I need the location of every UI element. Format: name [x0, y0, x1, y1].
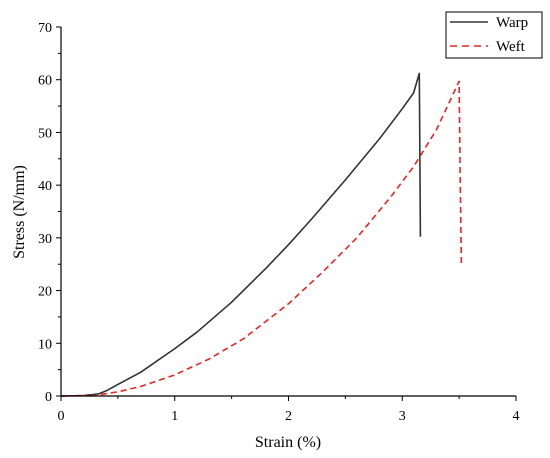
y-tick-label: 40	[38, 179, 52, 194]
y-tick-label: 60	[38, 74, 52, 89]
x-tick-label: 0	[58, 409, 65, 424]
y-tick-label: 30	[38, 232, 52, 247]
y-tick-label: 50	[38, 126, 52, 141]
x-tick-label: 4	[513, 409, 520, 424]
y-axis-title: Stress (N/mm)	[11, 165, 28, 259]
x-axis-title: Strain (%)	[255, 434, 321, 451]
legend: Warp Weft	[445, 11, 543, 59]
plot-lines	[60, 72, 463, 397]
legend-warp-label: Warp	[496, 15, 528, 31]
x-ticks: 0 1 2 3 4	[58, 396, 520, 424]
x-tick-label: 3	[399, 409, 406, 424]
y-tick-label: 20	[38, 285, 52, 300]
y-tick-label: 0	[45, 390, 52, 405]
series-line-warp	[60, 72, 422, 397]
y-tick-label: 70	[38, 21, 52, 36]
x-tick-label: 2	[285, 409, 292, 424]
series-line-weft	[60, 80, 463, 397]
y-tick-label: 10	[38, 337, 52, 352]
legend-box	[445, 11, 543, 59]
legend-weft-label: Weft	[496, 39, 526, 55]
axes	[60, 27, 516, 397]
y-ticks: 0 10 20 30 40 50 60 70	[38, 21, 61, 405]
x-tick-label: 1	[171, 409, 178, 424]
